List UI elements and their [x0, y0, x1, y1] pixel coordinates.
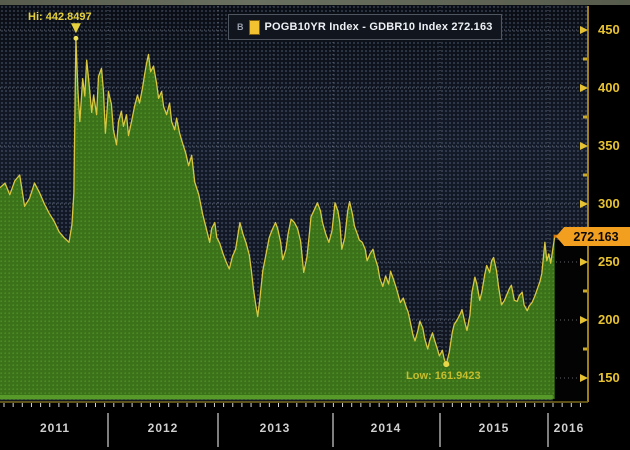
x-axis-label-2016: 2016: [553, 421, 585, 435]
series-swatch-icon: [248, 19, 260, 35]
y-axis-label-300: 300: [598, 196, 620, 211]
x-axis-label-2013: 2013: [259, 421, 291, 435]
y-axis-label-150: 150: [598, 370, 620, 385]
x-axis-label-2015: 2015: [478, 421, 510, 435]
legend-label: POGB10YR Index - GDBR10 Index 272.163: [264, 21, 493, 33]
y-axis-label-200: 200: [598, 312, 620, 327]
y-axis-label-250: 250: [598, 254, 620, 269]
high-marker-arrow-icon: [70, 23, 81, 34]
y-axis-label-450: 450: [598, 22, 620, 37]
low-marker-dot-icon: [443, 361, 450, 368]
x-axis-label-2014: 2014: [370, 421, 402, 435]
source-tag: B: [237, 22, 244, 32]
chart-legend[interactable]: B POGB10YR Index - GDBR10 Index 272.163: [228, 14, 502, 40]
low-annotation: Low: 161.9423: [406, 370, 481, 382]
x-axis-label-2011: 2011: [39, 421, 71, 435]
x-axis-label-2012: 2012: [147, 421, 179, 435]
y-axis-label-350: 350: [598, 138, 620, 153]
y-axis-label-400: 400: [598, 80, 620, 95]
last-price-tag: 272.163: [556, 227, 630, 246]
high-annotation: Hi: 442.8497: [28, 11, 92, 23]
plot-top-border: [0, 0, 630, 5]
